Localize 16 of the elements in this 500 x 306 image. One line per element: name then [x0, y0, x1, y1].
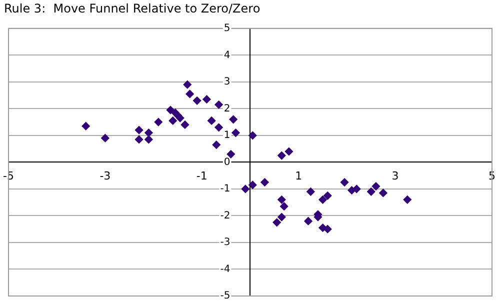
x-tick-label: -1: [196, 170, 208, 183]
x-tick-label: 3: [392, 170, 399, 183]
y-tick-label: -1: [220, 184, 230, 195]
y-tick-label: 1: [224, 130, 230, 142]
y-tick-label: 4: [224, 50, 230, 61]
y-tick-label: -2: [220, 210, 230, 222]
x-tick-label: 1: [295, 170, 302, 183]
y-tick-label: 3: [224, 76, 230, 88]
y-tick-label: -5: [220, 290, 230, 302]
y-tick-label: 2: [224, 103, 230, 114]
y-tick-label: -4: [220, 264, 230, 275]
y-tick-label: 5: [224, 22, 230, 34]
chart-title: Rule 3: Move Funnel Relative to Zero/Zero: [4, 1, 260, 16]
y-tick-label: -3: [220, 237, 230, 248]
y-tick-label: 0: [224, 156, 230, 168]
x-tick-label: -3: [100, 170, 111, 183]
